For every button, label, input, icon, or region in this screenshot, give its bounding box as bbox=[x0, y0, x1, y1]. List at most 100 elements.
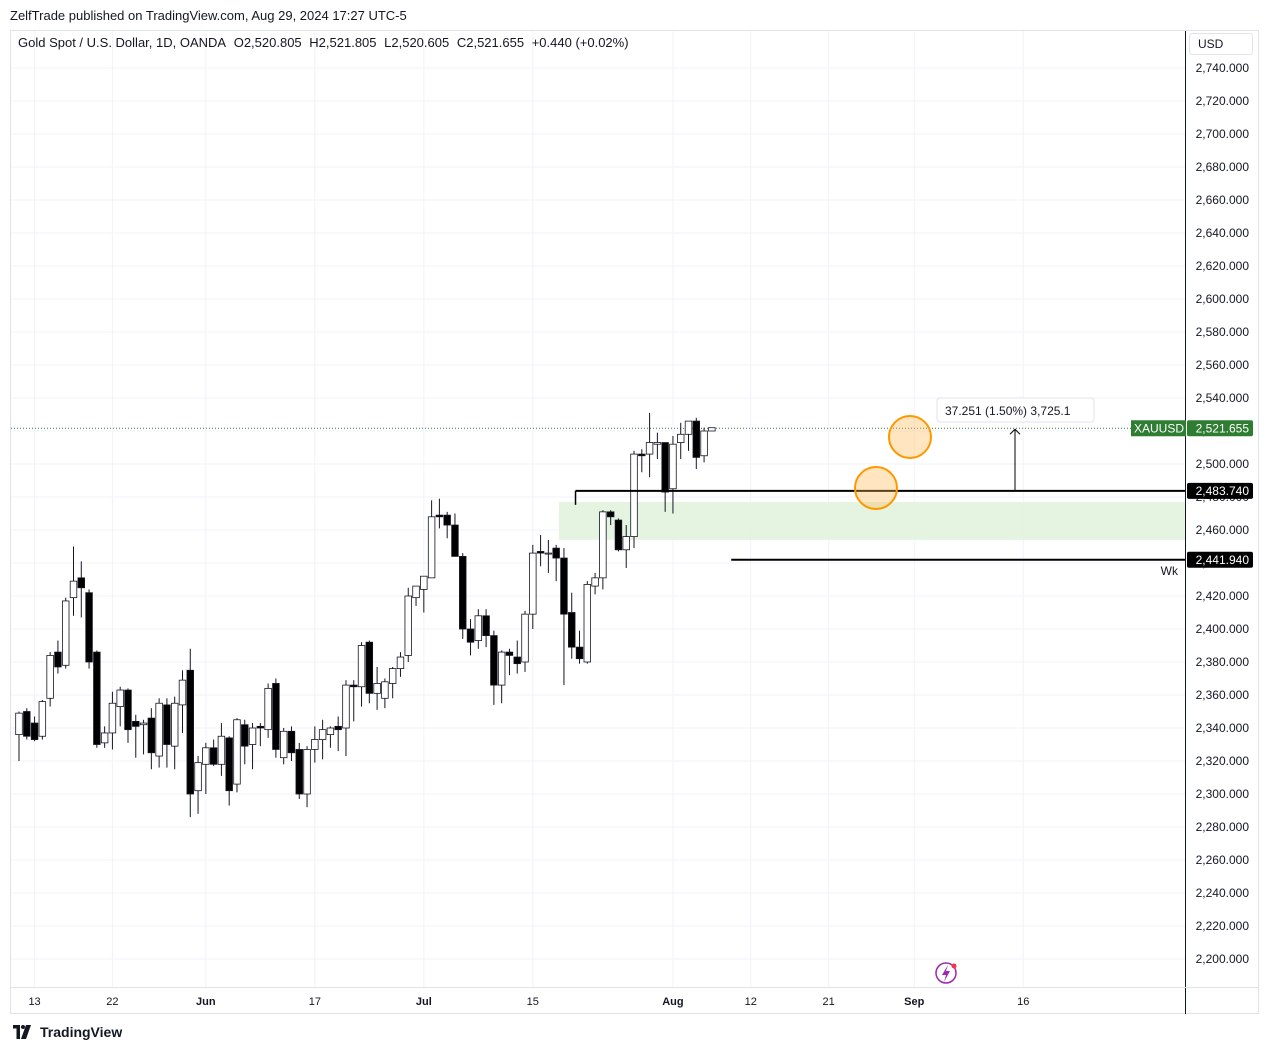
candle-body bbox=[521, 613, 529, 663]
tradingview-logo-icon bbox=[13, 1025, 31, 1039]
candle bbox=[124, 688, 132, 743]
candle-body bbox=[264, 688, 272, 731]
candle bbox=[186, 648, 194, 818]
level-price-text: 2,483.740 bbox=[1196, 484, 1250, 498]
time-tick-label: Jun bbox=[196, 996, 216, 1008]
candle-body bbox=[404, 595, 412, 656]
candle bbox=[100, 726, 109, 748]
candle bbox=[381, 678, 389, 709]
candle bbox=[661, 442, 669, 512]
candle-body bbox=[124, 689, 132, 731]
candle bbox=[708, 427, 716, 432]
candle-body bbox=[248, 727, 257, 745]
candle-body bbox=[295, 749, 303, 795]
candle-body bbox=[272, 683, 280, 750]
currency-button[interactable]: USD bbox=[1189, 33, 1253, 55]
candle-body bbox=[622, 536, 630, 551]
candle-body bbox=[427, 516, 436, 579]
candle-body bbox=[46, 655, 54, 699]
candle bbox=[443, 511, 451, 539]
candle-body bbox=[497, 651, 506, 686]
candle bbox=[357, 642, 366, 707]
candle-body bbox=[303, 749, 311, 795]
candle bbox=[536, 534, 545, 567]
candle-body bbox=[15, 712, 23, 736]
price-tick-label: 2,500.000 bbox=[1196, 457, 1250, 471]
candle bbox=[529, 544, 537, 629]
candle-body bbox=[420, 575, 428, 590]
legend-high: H2,521.805 bbox=[309, 35, 377, 50]
candle bbox=[139, 719, 148, 755]
price-tick-label: 2,640.000 bbox=[1196, 226, 1250, 240]
candle-body bbox=[77, 577, 85, 589]
candle-body bbox=[139, 722, 148, 726]
candle-body bbox=[217, 735, 226, 765]
candle bbox=[388, 666, 397, 699]
candle-body bbox=[466, 628, 475, 643]
legend-close: C2,521.655 bbox=[456, 35, 525, 50]
time-tick-label: 16 bbox=[1017, 996, 1029, 1008]
candle bbox=[677, 422, 685, 460]
price-tick-label: 2,600.000 bbox=[1196, 292, 1250, 306]
candle-body bbox=[560, 557, 568, 615]
candle-body bbox=[93, 651, 101, 745]
candle-body bbox=[412, 585, 420, 599]
candle bbox=[474, 609, 483, 649]
price-tick-label: 2,460.000 bbox=[1196, 523, 1250, 537]
candle bbox=[46, 652, 54, 707]
price-tick-label: 2,420.000 bbox=[1196, 589, 1250, 603]
candle bbox=[599, 510, 607, 590]
candle bbox=[653, 432, 662, 460]
candle bbox=[435, 498, 444, 529]
candle bbox=[342, 680, 350, 757]
candle bbox=[645, 412, 654, 478]
price-tick-label: 2,200.000 bbox=[1196, 952, 1250, 966]
candle-body bbox=[170, 702, 179, 747]
candle-body bbox=[132, 721, 140, 727]
candle-body bbox=[287, 730, 296, 754]
candle bbox=[614, 518, 623, 552]
candle-body bbox=[583, 584, 592, 663]
candle bbox=[30, 716, 39, 742]
candle-body bbox=[614, 519, 623, 551]
candle-body bbox=[591, 577, 599, 587]
candle bbox=[116, 686, 124, 727]
candle-body bbox=[373, 683, 381, 694]
level-note: Wk bbox=[1161, 564, 1179, 578]
candle-body bbox=[85, 592, 93, 663]
candle bbox=[132, 714, 140, 758]
candle bbox=[108, 691, 117, 750]
candle-body bbox=[474, 615, 483, 641]
time-tick-label: 22 bbox=[106, 996, 118, 1008]
candle-body bbox=[147, 717, 156, 754]
time-tick-label: 15 bbox=[527, 996, 539, 1008]
level-price-text: 2,441.940 bbox=[1196, 553, 1250, 567]
candle-body bbox=[459, 556, 467, 630]
candle bbox=[591, 572, 599, 595]
level-price-label bbox=[1187, 482, 1253, 499]
price-tick-label: 2,400.000 bbox=[1196, 622, 1250, 636]
candle bbox=[318, 719, 327, 760]
candle bbox=[264, 683, 272, 738]
candle-body bbox=[396, 656, 405, 669]
tradingview-brand[interactable]: TradingView bbox=[10, 1024, 122, 1040]
price-tick-label: 2,720.000 bbox=[1196, 94, 1250, 108]
candle bbox=[606, 510, 615, 526]
price-tick-label: 2,340.000 bbox=[1196, 721, 1250, 735]
candle bbox=[622, 525, 630, 568]
time-tick-label: Jul bbox=[416, 996, 432, 1008]
candle-body bbox=[233, 719, 241, 785]
legend-open: O2,520.805 bbox=[233, 35, 302, 50]
candle bbox=[638, 449, 646, 473]
candle-body bbox=[69, 580, 78, 599]
time-tick-label: 13 bbox=[28, 996, 40, 1008]
candle bbox=[490, 630, 498, 705]
price-tick-label: 2,380.000 bbox=[1196, 655, 1250, 669]
candle-body bbox=[209, 747, 218, 765]
candle bbox=[147, 708, 156, 770]
candle bbox=[420, 575, 428, 613]
candle-body bbox=[38, 701, 47, 737]
price-tick-label: 2,220.000 bbox=[1196, 919, 1250, 933]
candle bbox=[412, 585, 420, 606]
